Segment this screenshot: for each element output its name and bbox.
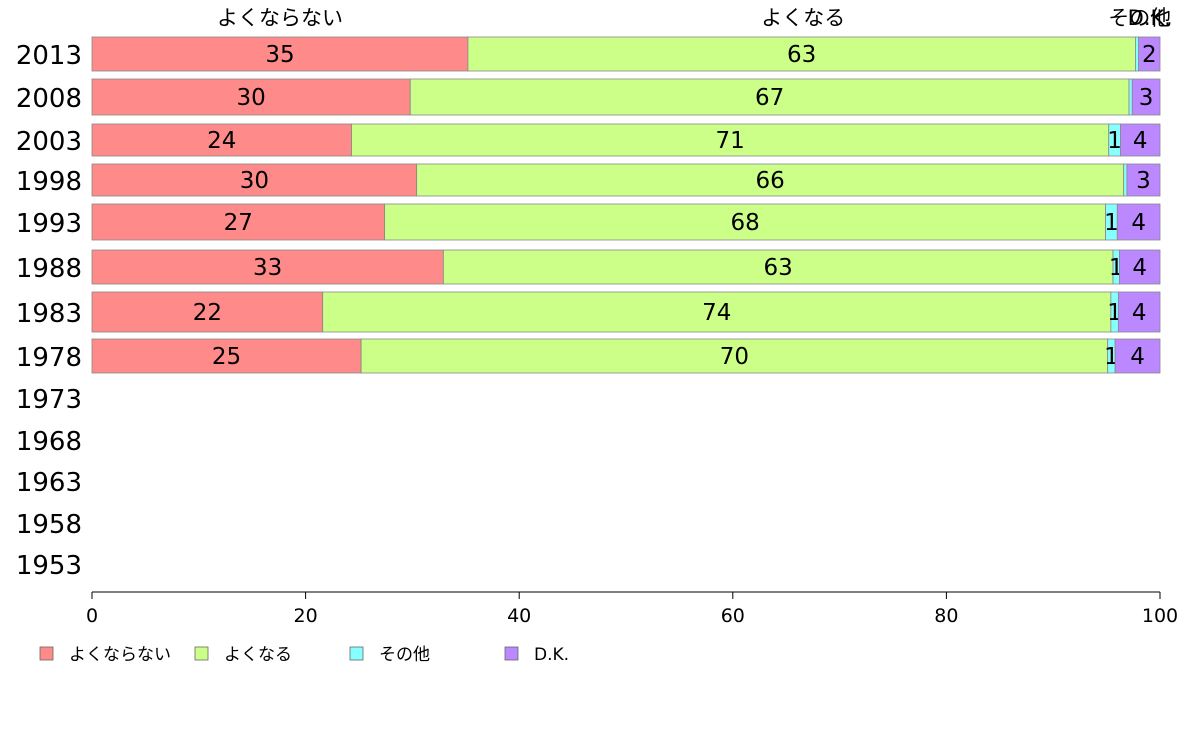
value-label-1983-series-1: 74: [702, 300, 731, 326]
bar-2003-series-0: [91, 123, 352, 157]
category-label-1958: 1958: [16, 510, 82, 540]
x-tick-label-20: 20: [294, 605, 318, 627]
value-label-1988-series-3: 4: [1132, 255, 1147, 281]
bar-2008-series-3: [1131, 78, 1161, 116]
legend-swatch-0: [39, 646, 54, 661]
category-label-1998: 1998: [16, 167, 82, 197]
value-label-2008-series-3: 3: [1139, 85, 1154, 111]
bar-1978-series-1: [360, 338, 1109, 374]
value-label-1978-series-0: 25: [212, 344, 241, 370]
legend-label-1: よくなる: [224, 645, 292, 665]
bar-1993-series-0: [91, 203, 386, 241]
bar-1988-series-1: [442, 249, 1114, 285]
top-label-2: その他: [1108, 6, 1171, 30]
top-label-3: D.K.: [1128, 6, 1171, 30]
value-label-1993-series-2: 1: [1104, 210, 1119, 236]
legend-label-0: よくならない: [69, 645, 171, 665]
value-label-2003-series-3: 4: [1133, 128, 1148, 154]
legend-label-3: D.K.: [534, 645, 569, 665]
bar-1983-series-3: [1117, 291, 1161, 333]
legend-swatch-2: [349, 646, 364, 661]
bar-1998-series-2: [1123, 163, 1128, 197]
bar-1998-series-1: [416, 163, 1125, 197]
value-label-1978-series-3: 4: [1130, 344, 1145, 370]
value-label-2008-series-0: 30: [236, 85, 265, 111]
value-label-2013-series-1: 63: [787, 42, 816, 68]
category-label-1963: 1963: [16, 468, 82, 498]
bar-2008-series-0: [91, 78, 411, 116]
bar-2013-series-0: [91, 36, 469, 72]
value-label-1993-series-1: 68: [730, 210, 759, 236]
bar-1998-series-3: [1126, 163, 1161, 197]
value-label-2003-series-2: 1: [1107, 128, 1122, 154]
category-label-1978: 1978: [16, 343, 82, 373]
bar-2003-series-3: [1120, 123, 1161, 157]
bar-2013-series-1: [467, 36, 1136, 72]
value-label-2008-series-1: 67: [755, 85, 784, 111]
bar-2013-series-2: [1135, 36, 1140, 72]
value-label-1988-series-0: 33: [253, 255, 282, 281]
top-label-0: よくならない: [217, 6, 343, 30]
category-label-1983: 1983: [16, 299, 82, 329]
value-label-2003-series-0: 24: [207, 128, 236, 154]
bar-1988-series-3: [1119, 249, 1161, 285]
category-label-1973: 1973: [16, 385, 82, 415]
category-label-2013: 2013: [16, 41, 82, 71]
legend-swatch-1: [194, 646, 209, 661]
legend-label-2: その他: [379, 645, 430, 665]
category-label-1953: 1953: [16, 551, 82, 581]
bar-1993-series-3: [1116, 203, 1161, 241]
value-label-1993-series-3: 4: [1131, 210, 1146, 236]
bar-1983-series-0: [91, 291, 324, 333]
x-tick-label-0: 0: [86, 605, 98, 627]
bar-1998-series-0: [91, 163, 418, 197]
value-label-1978-series-1: 70: [720, 344, 749, 370]
value-label-1998-series-0: 30: [240, 168, 269, 194]
bar-1978-series-3: [1114, 338, 1161, 374]
category-label-1968: 1968: [16, 427, 82, 457]
category-label-1988: 1988: [16, 254, 82, 284]
value-label-2013-series-0: 35: [265, 42, 294, 68]
category-label-1993: 1993: [16, 209, 82, 239]
value-label-1998-series-3: 3: [1136, 168, 1151, 194]
x-tick-label-40: 40: [507, 605, 531, 627]
value-label-1993-series-0: 27: [224, 210, 253, 236]
value-label-1983-series-3: 4: [1132, 300, 1147, 326]
bar-2008-series-1: [409, 78, 1130, 116]
value-label-1998-series-1: 66: [756, 168, 785, 194]
x-tick-label-60: 60: [721, 605, 745, 627]
bar-2013-series-3: [1138, 36, 1161, 72]
value-label-1983-series-0: 22: [193, 300, 222, 326]
value-label-2013-series-3: 2: [1142, 42, 1157, 68]
bar-2008-series-2: [1128, 78, 1133, 116]
value-label-2003-series-1: 71: [715, 128, 744, 154]
value-label-1988-series-1: 63: [764, 255, 793, 281]
x-tick-label-80: 80: [934, 605, 958, 627]
category-label-2008: 2008: [16, 84, 82, 114]
legend-swatch-3: [504, 646, 519, 661]
category-label-2003: 2003: [16, 127, 82, 157]
bar-2003-series-1: [351, 123, 1110, 157]
top-label-1: よくなる: [761, 6, 845, 30]
bar-1983-series-1: [322, 291, 1112, 333]
x-tick-label-100: 100: [1142, 605, 1178, 627]
bar-1988-series-0: [91, 249, 444, 285]
